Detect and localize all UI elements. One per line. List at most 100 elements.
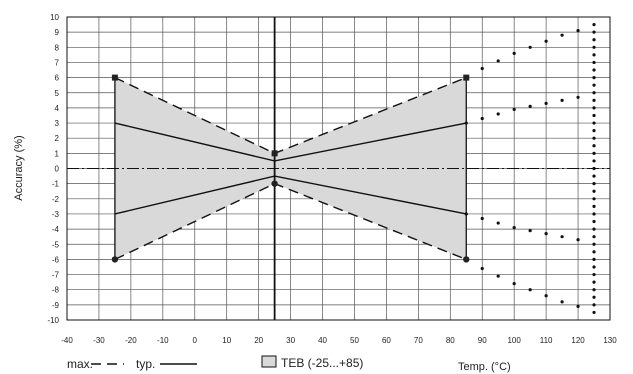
x-tick-label: 50 — [350, 336, 359, 345]
dotted-series-point — [528, 229, 532, 233]
markers — [111, 74, 470, 263]
dotted-series-point — [592, 45, 596, 49]
dotted-series-point — [592, 204, 596, 208]
dotted-series-point — [560, 300, 564, 304]
y-tick-label: -5 — [52, 240, 60, 249]
x-tick-label: -30 — [93, 336, 105, 345]
dotted-series-point — [528, 288, 532, 292]
y-tick-label: -2 — [52, 195, 60, 204]
dotted-series-point — [592, 83, 596, 87]
dotted-series-point — [592, 227, 596, 231]
dotted-series-point — [592, 68, 596, 72]
dotted-series-point — [464, 121, 468, 125]
x-tick-label: 40 — [318, 336, 327, 345]
y-tick-label: 10 — [50, 13, 59, 22]
square-marker — [111, 74, 118, 81]
x-tick-label: 80 — [446, 336, 455, 345]
dotted-series-point — [480, 216, 484, 221]
y-tick-label: 3 — [55, 119, 60, 128]
dotted-series-point — [576, 95, 580, 99]
dotted-series-point — [512, 282, 516, 286]
y-tick-label: 5 — [55, 89, 60, 98]
dotted-series-point — [592, 272, 596, 277]
y-tick-label: 7 — [55, 58, 60, 67]
y-tick-label: -6 — [52, 255, 60, 264]
dotted-series-point — [592, 265, 596, 269]
dotted-series-point — [496, 221, 500, 225]
dotted-series-point — [560, 98, 564, 102]
dotted-series-point — [592, 189, 596, 193]
dotted-series-point — [576, 238, 580, 242]
dotted-series-point — [560, 33, 564, 37]
dotted-series-point — [592, 30, 596, 34]
dotted-series-point — [592, 38, 596, 42]
dotted-series-point — [496, 112, 500, 116]
tick-labels: -40 -30 -20 -10 0 10 20 30 40 50 60 70 80 90 100 110 120… — [47, 13, 617, 345]
dotted-series-point — [512, 51, 516, 55]
dotted-series-point — [592, 166, 596, 171]
dotted-series-point — [592, 159, 596, 163]
dotted-series-point — [576, 304, 580, 308]
y-tick-label: -3 — [52, 210, 60, 219]
dotted-series-point — [496, 59, 500, 63]
dotted-series-point — [544, 39, 548, 43]
legend: max. typ. TEB (-25...+85) — [67, 355, 363, 371]
legend-teb-swatch — [261, 355, 277, 368]
x-tick-label: 30 — [286, 336, 295, 345]
x-tick-label: 130 — [603, 336, 617, 345]
plot-frame — [66, 16, 611, 321]
y-tick-label: -9 — [52, 301, 60, 310]
dotted-series-point — [592, 98, 596, 102]
dotted-series-point — [592, 182, 596, 186]
dotted-series-point — [592, 22, 596, 27]
dotted-series-point — [592, 151, 596, 155]
legend-max-label: max. — [67, 357, 93, 371]
x-tick-label: 90 — [478, 336, 487, 345]
dotted-series-point — [592, 280, 596, 284]
dotted-series-point — [592, 121, 596, 125]
dotted-series-point — [592, 219, 596, 224]
dotted-series-point — [480, 66, 484, 71]
y-tick-label: -10 — [47, 316, 59, 325]
x-tick-label: 120 — [571, 336, 585, 345]
dotted-series-point — [592, 288, 596, 292]
dotted-series-point — [592, 113, 596, 118]
x-tick-label: -20 — [125, 336, 137, 345]
dotted-series-point — [592, 144, 596, 148]
x-tick-label: 10 — [222, 336, 231, 345]
dotted-series-point — [592, 197, 596, 201]
y-tick-label: -1 — [52, 180, 60, 189]
dotted-series-point — [592, 60, 596, 65]
x-tick-label: -40 — [61, 336, 73, 345]
dotted-series-point — [528, 45, 532, 49]
x-tick-label: 60 — [382, 336, 391, 345]
dotted-series-point — [592, 136, 596, 140]
dotted-series-point — [528, 104, 532, 108]
legend-typ-label: typ. — [136, 357, 155, 371]
y-tick-label: 2 — [55, 134, 60, 143]
dotted-series-point — [592, 53, 596, 57]
dotted-series-point — [512, 107, 516, 112]
x-tick-label: 70 — [414, 336, 423, 345]
dotted-series-point — [592, 242, 596, 246]
y-tick-label: 9 — [55, 28, 60, 37]
dotted-series-point — [480, 266, 484, 271]
dotted-series-point — [560, 235, 564, 239]
dotted-series-point — [592, 235, 596, 239]
y-tick-label: -8 — [52, 286, 60, 295]
square-marker — [271, 150, 278, 157]
dotted-series-point — [544, 232, 548, 236]
y-tick-label: -4 — [52, 225, 60, 234]
dotted-series-point — [592, 303, 596, 307]
x-tick-label: 0 — [193, 336, 198, 345]
y-tick-label: 8 — [55, 43, 60, 52]
square-marker — [463, 74, 470, 81]
dotted-series-point — [592, 310, 596, 315]
x-tick-label: -10 — [157, 336, 169, 345]
dotted-series-point — [592, 295, 596, 299]
x-axis-label: Temp. (°C) — [458, 361, 511, 373]
dotted-series-point — [512, 225, 516, 230]
typ-series-line — [114, 122, 467, 162]
y-tick-label: -7 — [52, 271, 60, 280]
